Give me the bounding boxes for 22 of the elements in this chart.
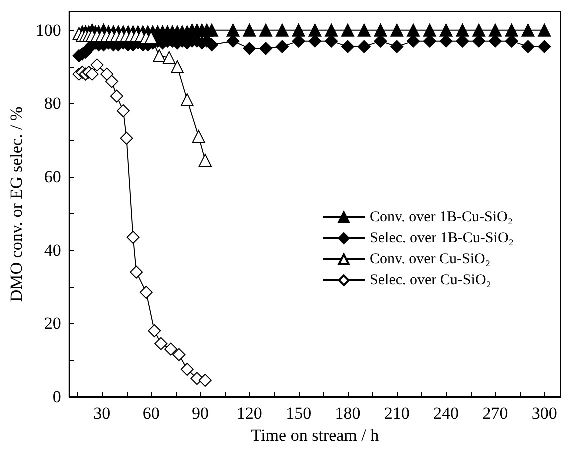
legend-label: Selec. over 1B-Cu-SiO₂: [370, 230, 514, 246]
x-tick-label: 270: [482, 404, 508, 423]
x-tick-label: 300: [532, 404, 558, 423]
x-axis-title: Time on stream / h: [251, 426, 380, 445]
y-tick-label: 80: [44, 94, 62, 114]
x-tick-label: 120: [236, 404, 262, 423]
x-tick-label: 210: [384, 404, 410, 423]
legend-label: Selec. over Cu-SiO₂: [370, 272, 492, 288]
x-tick-label: 90: [192, 404, 209, 423]
y-tick-label: 60: [44, 168, 62, 186]
y-tick-label: 0: [52, 388, 62, 406]
y-tick-label: 40: [44, 240, 62, 260]
x-tick-label: 30: [94, 404, 111, 423]
y-tick-label: 20: [44, 314, 62, 334]
x-tick-label: 60: [142, 404, 160, 423]
y-axis-title: DMO conv. or EG selec. / %: [7, 106, 26, 302]
legend-label: Conv. over 1B-Cu-SiO₂: [370, 210, 514, 226]
legend-label: Conv. over Cu-SiO₂: [370, 252, 491, 268]
x-tick-label: 150: [286, 404, 312, 423]
y-tick-label: 100: [36, 20, 62, 40]
x-tick-label: 180: [335, 404, 361, 423]
x-tick-label: 240: [434, 404, 460, 423]
